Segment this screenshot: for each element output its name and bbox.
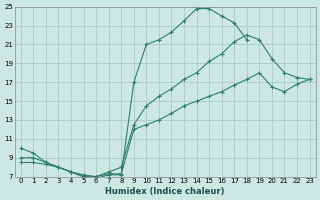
- X-axis label: Humidex (Indice chaleur): Humidex (Indice chaleur): [106, 187, 225, 196]
